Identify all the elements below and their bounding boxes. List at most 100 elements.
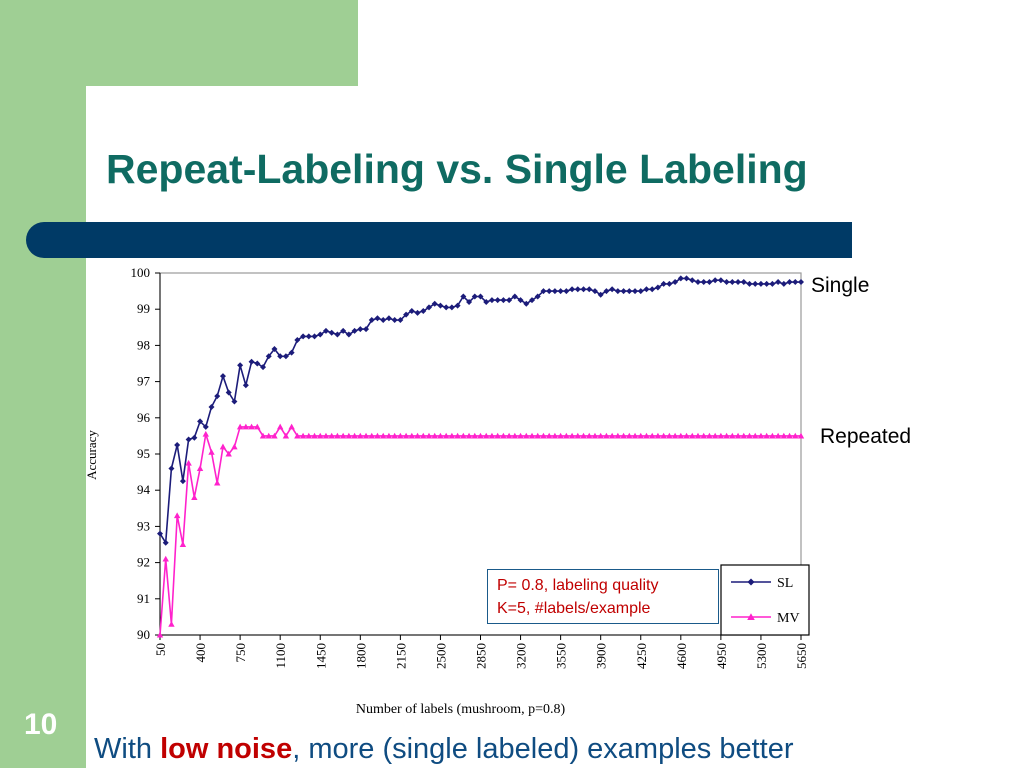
point-mv (557, 432, 564, 439)
point-sl (408, 308, 415, 315)
point-sl (214, 393, 221, 400)
point-mv (414, 432, 421, 439)
y-tick-label: 99 (137, 301, 150, 316)
point-sl (540, 288, 547, 295)
point-sl (574, 286, 581, 293)
point-mv (580, 432, 587, 439)
x-tick-label: 2150 (393, 643, 408, 669)
point-mv (196, 465, 204, 472)
x-tick-label: 4950 (714, 643, 729, 669)
point-sl (248, 358, 255, 365)
point-mv (317, 432, 324, 439)
point-mv (660, 432, 667, 439)
point-sl (357, 326, 364, 333)
point-mv (219, 443, 227, 450)
point-mv (631, 432, 639, 439)
point-sl (591, 288, 598, 295)
point-sl (317, 331, 324, 338)
y-tick-label: 95 (137, 446, 150, 461)
x-tick-label: 1450 (313, 643, 328, 669)
point-sl (798, 279, 804, 286)
x-tick-label: 5300 (754, 643, 769, 669)
point-mv (282, 432, 290, 439)
point-sl (660, 280, 667, 287)
caption-suffix: , more (single labeled) examples better (292, 733, 794, 765)
point-mv (586, 432, 593, 439)
point-sl (437, 302, 444, 309)
point-sl (717, 277, 724, 284)
legend-label-mv: MV (777, 611, 800, 626)
point-sl (380, 317, 387, 324)
point-sl (260, 364, 267, 371)
point-mv (574, 432, 581, 439)
point-mv (299, 432, 307, 439)
x-tick-label: 750 (233, 643, 248, 663)
point-sl (174, 441, 181, 448)
point-sl (506, 297, 513, 304)
y-tick-label: 90 (137, 627, 150, 642)
point-sl (311, 333, 318, 340)
point-sl (654, 284, 661, 291)
point-sl (729, 279, 736, 286)
point-mv (437, 432, 444, 439)
point-sl (322, 327, 329, 334)
point-sl (351, 327, 358, 334)
point-sl (219, 373, 226, 380)
single-callout: Single (811, 274, 870, 297)
point-mv (494, 432, 501, 439)
point-sl (403, 311, 410, 318)
point-sl (597, 291, 604, 298)
top-decor-band (86, 0, 358, 86)
point-sl (557, 288, 564, 295)
point-mv (637, 432, 644, 439)
info-line-k: K=5, #labels/example (497, 600, 651, 617)
y-tick-label: 94 (137, 482, 151, 497)
point-sl (746, 280, 753, 287)
point-sl (523, 300, 530, 307)
point-sl (700, 279, 707, 286)
point-mv (225, 450, 232, 457)
point-sl (420, 308, 427, 315)
point-mv (648, 432, 656, 439)
point-sl (757, 280, 764, 287)
point-sl (752, 280, 759, 287)
point-sl (551, 288, 558, 295)
point-mv (568, 432, 576, 439)
point-mv (265, 432, 272, 439)
point-mv (729, 432, 736, 439)
left-decor-band (0, 0, 86, 768)
point-sl (363, 326, 370, 333)
point-mv (597, 432, 604, 439)
point-sl (288, 349, 295, 356)
point-sl (666, 280, 673, 287)
y-tick-label: 92 (137, 555, 150, 570)
point-mv (254, 423, 261, 430)
point-sl (649, 286, 656, 293)
point-mv (500, 432, 507, 439)
legend-marker-sl (747, 578, 755, 586)
point-sl (712, 277, 719, 284)
point-mv (368, 432, 375, 439)
point-mv (248, 423, 255, 430)
point-sl (237, 362, 244, 369)
point-sl (374, 315, 381, 322)
point-sl (157, 530, 163, 537)
point-mv (374, 432, 381, 439)
point-sl (334, 331, 341, 338)
caption-prefix: With (94, 733, 161, 765)
point-sl (735, 279, 742, 286)
point-mv (345, 432, 353, 439)
point-mv (792, 432, 799, 439)
point-mv (477, 432, 484, 439)
point-mv (511, 432, 519, 439)
point-mv (723, 432, 730, 439)
point-mv (397, 432, 404, 439)
y-tick-label: 91 (137, 591, 150, 606)
x-tick-label: 1800 (353, 643, 368, 669)
point-sl (786, 279, 793, 286)
point-sl (769, 280, 776, 287)
point-sl (454, 302, 461, 309)
point-mv (471, 432, 478, 439)
point-mv (734, 432, 742, 439)
point-mv (774, 432, 782, 439)
